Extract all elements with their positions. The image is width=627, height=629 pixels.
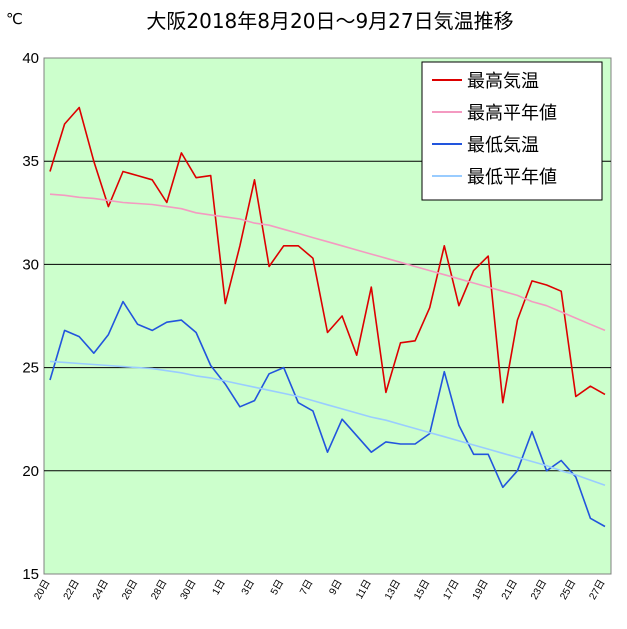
y-axis-ticks: 15 20 25 30 35 40 [22,50,39,583]
x-tick-label: 9日 [327,578,344,597]
series-lines [49,106,606,528]
series-line-3 [49,360,606,486]
x-tick-label: 17日 [441,578,461,602]
x-axis-ticks: 20日 22日 24日 26日 28日 30日 1日 3日 5日 7日 9日 11日 13日 15日 17日… [33,578,608,602]
chart-title: 大阪2018年8月20日～9月27日気温推移 [146,9,513,33]
x-tick-label: 26日 [120,578,140,602]
x-tick-label: 30日 [179,578,199,602]
series-line-0 [49,106,606,404]
y-tick-label: 35 [22,153,39,170]
series-line-2 [49,300,606,528]
legend-label: 最低平年値 [467,167,557,188]
x-tick-label: 3日 [240,578,257,597]
x-tick-label: 7日 [298,578,315,597]
y-tick-label: 30 [22,256,39,273]
x-tick-label: 1日 [211,578,228,597]
series-line-1 [49,193,606,332]
x-tick-label: 5日 [269,578,286,597]
y-tick-label: 25 [22,360,39,377]
x-tick-label: 21日 [500,578,520,602]
x-tick-label: 23日 [529,578,549,602]
x-tick-label: 22日 [62,578,82,602]
legend-label: 最高平年値 [467,103,557,124]
legend-label: 最高気温 [467,71,539,92]
x-tick-label: 24日 [91,578,111,602]
x-tick-label: 13日 [383,578,403,602]
y-tick-label: 40 [22,50,39,67]
x-tick-label: 15日 [412,578,432,602]
x-tick-label: 19日 [471,578,491,602]
y-tick-label: 20 [22,463,39,480]
x-tick-label: 28日 [149,578,169,602]
legend-label: 最低気温 [467,135,539,156]
y-axis-unit: ℃ [6,10,23,28]
x-tick-label: 11日 [354,578,374,601]
y-tick-label: 15 [22,566,39,583]
x-tick-label: 27日 [588,578,608,602]
x-tick-label: 25日 [558,578,578,602]
